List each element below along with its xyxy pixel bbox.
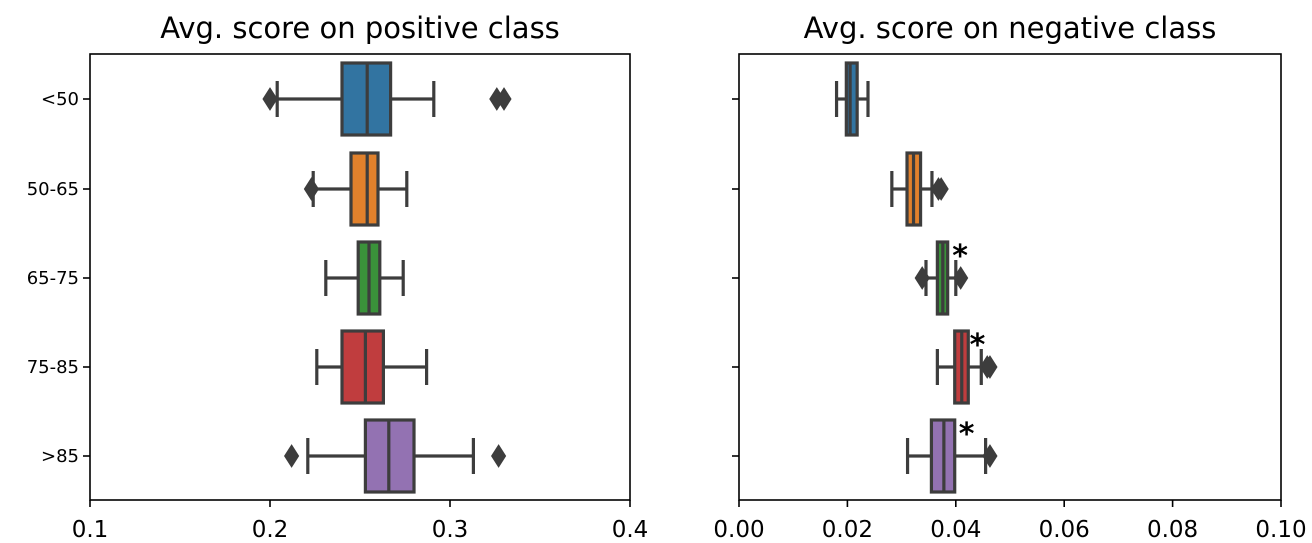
axes-frame <box>89 53 631 501</box>
box-50-65 <box>890 151 949 227</box>
box-<50 <box>834 61 870 137</box>
x-tick-label: 0.2 <box>252 517 289 543</box>
box-50-65 <box>303 151 409 227</box>
box-iqr <box>340 329 386 405</box>
flier-point <box>491 444 507 468</box>
x-tick-label: 0.3 <box>432 517 469 543</box>
flier-point <box>933 177 949 201</box>
box-iqr <box>349 151 380 227</box>
box-65-75 <box>324 240 405 316</box>
box->85 <box>905 418 998 494</box>
y-category-label: 50-65 <box>27 179 79 200</box>
flier-point <box>303 177 319 201</box>
x-tick-label: 0.02 <box>822 517 873 543</box>
x-tick-label: 0.08 <box>1147 517 1198 543</box>
y-category-label: 65-75 <box>27 268 79 289</box>
x-tick-label: 0.06 <box>1039 517 1090 543</box>
flier-point <box>982 355 998 379</box>
box-75-85 <box>315 329 429 405</box>
x-tick-label: 0.10 <box>1255 517 1306 543</box>
flier-point <box>262 87 278 111</box>
axes-frame <box>738 53 1282 501</box>
flier-point <box>982 444 998 468</box>
left-panel-title: Avg. score on positive class <box>160 11 560 45</box>
x-tick-label: 0.1 <box>72 517 109 543</box>
y-category-label: >85 <box>41 446 79 467</box>
flier-point <box>496 87 512 111</box>
y-category-label: 75-85 <box>27 357 79 378</box>
box-65-75 <box>914 240 969 316</box>
significance-star: * <box>970 328 986 363</box>
significance-star: * <box>959 417 975 452</box>
flier-point <box>284 444 300 468</box>
x-tick-label: 0.00 <box>713 517 764 543</box>
significance-star: * <box>952 239 968 274</box>
box-<50 <box>262 61 512 137</box>
flier-point <box>953 266 969 290</box>
panel-negative: 0.00 0.02 0.04 0.06 0.08 0.10 * * * <box>713 53 1307 543</box>
box->85 <box>284 418 507 494</box>
panel-positive: 0.1 0.2 0.3 0.4 <50 50-65 65-75 75-85 >85 <box>27 53 649 543</box>
flier-point <box>914 266 930 290</box>
box-75-85 <box>935 329 998 405</box>
y-category-label: <50 <box>41 89 79 110</box>
x-tick-label: 0.04 <box>930 517 981 543</box>
box-iqr <box>844 61 859 137</box>
right-panel-title: Avg. score on negative class <box>804 11 1217 45</box>
x-tick-label: 0.4 <box>612 517 649 543</box>
